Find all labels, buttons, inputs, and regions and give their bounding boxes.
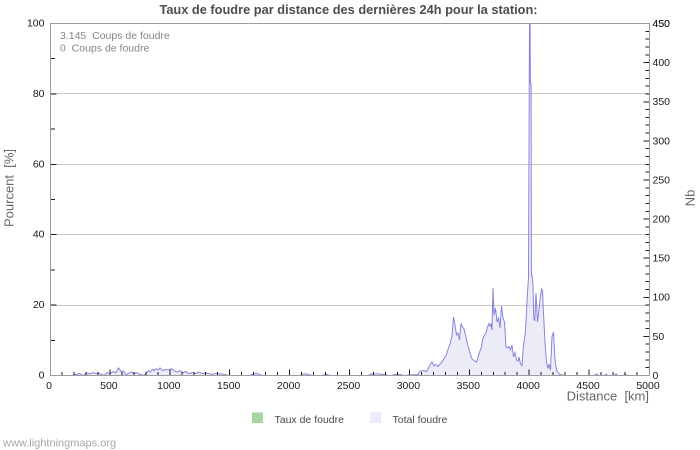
svg-text:0: 0 — [653, 370, 659, 382]
svg-text:60: 60 — [33, 158, 45, 170]
svg-text:400: 400 — [653, 57, 671, 69]
svg-text:250: 250 — [653, 174, 671, 186]
svg-text:2000: 2000 — [277, 380, 301, 392]
svg-text:450: 450 — [653, 18, 671, 30]
svg-text:Taux de foudre par distance de: Taux de foudre par distance des dernière… — [159, 2, 537, 17]
svg-text:4000: 4000 — [517, 380, 541, 392]
svg-text:1500: 1500 — [217, 380, 241, 392]
svg-text:Total foudre: Total foudre — [393, 414, 448, 426]
svg-text:0: 0 — [39, 370, 45, 382]
svg-text:0: 0 — [46, 380, 52, 392]
svg-text:200: 200 — [653, 214, 671, 226]
svg-text:350: 350 — [653, 96, 671, 108]
svg-text:100: 100 — [27, 18, 45, 30]
svg-text:3500: 3500 — [457, 380, 481, 392]
svg-text:40: 40 — [33, 229, 45, 241]
svg-text:450: 450 — [653, 18, 671, 30]
svg-text:150: 150 — [653, 253, 671, 265]
svg-text:www.lightningmaps.org: www.lightningmaps.org — [2, 438, 116, 450]
svg-text:80: 80 — [33, 88, 45, 100]
svg-text:2500: 2500 — [337, 380, 361, 392]
svg-text:300: 300 — [653, 135, 671, 147]
svg-text:100: 100 — [653, 292, 671, 304]
svg-text:0 Coups de foudre: 0 Coups de foudre — [60, 43, 149, 55]
svg-text:3.145 Coups de foudre: 3.145 Coups de foudre — [60, 30, 170, 42]
svg-text:1000: 1000 — [157, 380, 181, 392]
svg-text:Pourcent [%]: Pourcent [%] — [2, 149, 17, 227]
svg-text:500: 500 — [100, 380, 118, 392]
svg-text:Distance [km]: Distance [km] — [567, 389, 649, 404]
svg-text:Nb: Nb — [683, 190, 698, 207]
svg-text:50: 50 — [653, 331, 665, 343]
svg-text:5000: 5000 — [636, 380, 660, 392]
svg-text:4500: 4500 — [576, 380, 600, 392]
svg-text:Taux de foudre: Taux de foudre — [275, 414, 345, 426]
svg-text:3000: 3000 — [397, 380, 421, 392]
svg-text:20: 20 — [33, 299, 45, 311]
